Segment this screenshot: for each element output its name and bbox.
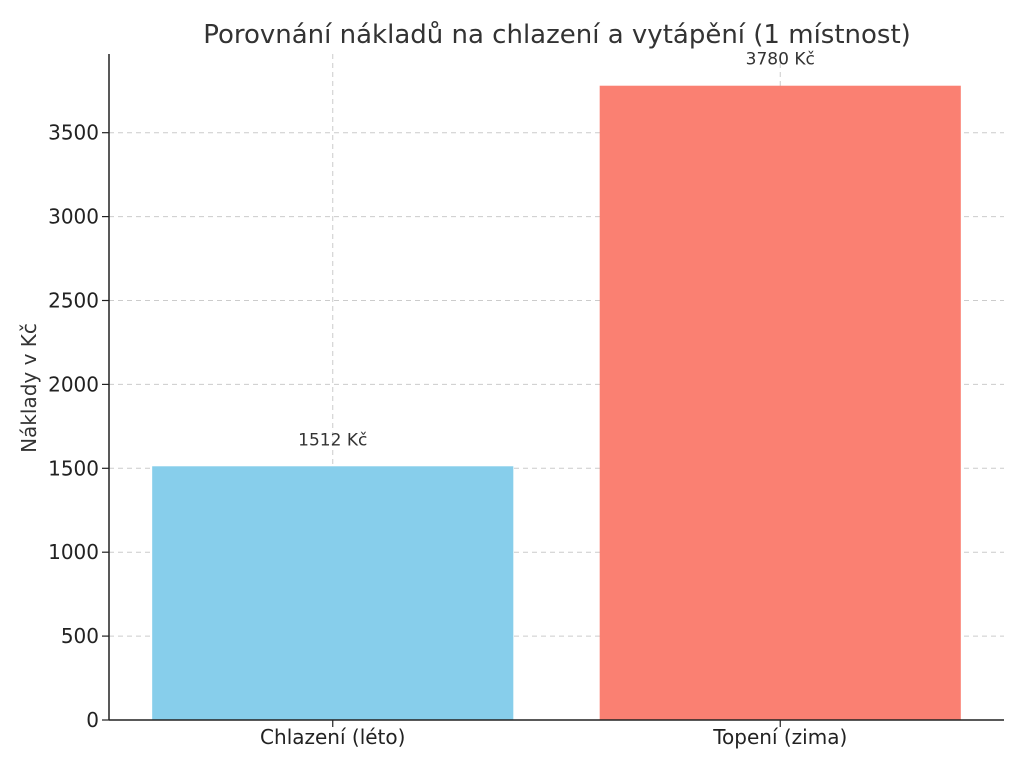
data-labels-layer: 1512 Kč 3780 Kč	[298, 50, 815, 451]
bars-layer	[152, 85, 961, 720]
bar-1	[599, 85, 961, 720]
x-tick-label: Topení (zima)	[712, 725, 847, 749]
y-tick-label: 2500	[48, 288, 99, 312]
y-tick-label: 3500	[48, 121, 99, 145]
y-tick-label: 1000	[48, 540, 99, 564]
y-tick-label: 2000	[48, 372, 99, 396]
chart-title: Porovnání nákladů na chlazení a vytápění…	[203, 20, 911, 50]
bar-0	[152, 466, 514, 720]
y-tick-label: 0	[86, 708, 99, 732]
y-tick-label: 500	[61, 624, 99, 648]
data-label: 1512 Kč	[298, 430, 367, 450]
axes-layer: 0 500 1000 1500 2000 2500 3000 3500 Chlazení (lé…	[48, 54, 1004, 749]
y-tick-label: 3000	[48, 205, 99, 229]
y-axis-label: Náklady v Kč	[17, 323, 41, 453]
x-tick-label: Chlazení (léto)	[260, 725, 405, 749]
data-label: 3780 Kč	[746, 50, 815, 70]
y-tick-label: 1500	[48, 456, 99, 480]
